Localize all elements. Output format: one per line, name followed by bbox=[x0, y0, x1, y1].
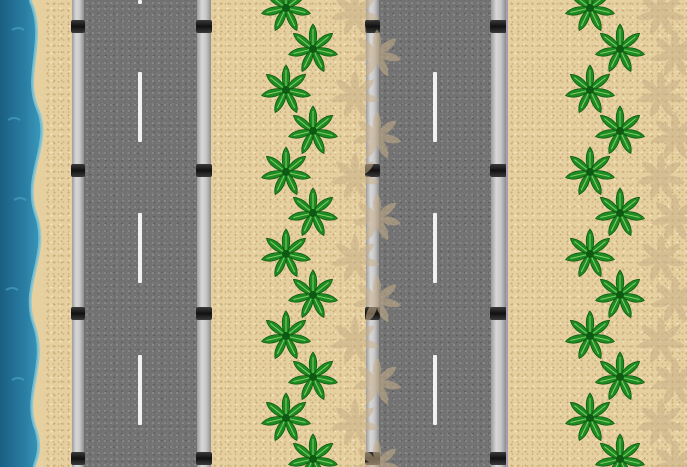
palm-tree-icon bbox=[565, 64, 615, 114]
palm-shadow-icon bbox=[330, 398, 380, 446]
palm-shadow-icon bbox=[650, 193, 687, 241]
palm-shadow-icon bbox=[352, 111, 402, 159]
curb-right-2 bbox=[490, 0, 507, 467]
palm-shadow-icon bbox=[352, 29, 402, 77]
palm-tree-icon bbox=[288, 351, 338, 401]
lane-dash bbox=[138, 0, 142, 4]
palm-shadow-icon bbox=[650, 439, 687, 467]
palm-tree-icon bbox=[261, 310, 311, 360]
palm-tree-icon bbox=[565, 228, 615, 278]
palm-shadow-icon bbox=[330, 234, 380, 282]
palm-tree-icon bbox=[288, 105, 338, 155]
palm-shadow-icon bbox=[636, 0, 686, 36]
lane-dash bbox=[433, 355, 437, 425]
palm-tree-icon bbox=[595, 23, 645, 73]
palm-shadow-icon bbox=[650, 29, 687, 77]
scene-edge bbox=[506, 0, 508, 467]
palm-shadow-icon bbox=[330, 0, 380, 36]
palm-tree-icon bbox=[288, 269, 338, 319]
palm-tree-icon bbox=[565, 0, 615, 32]
palm-tree-icon bbox=[288, 433, 338, 467]
palm-tree-icon bbox=[565, 146, 615, 196]
palm-tree-icon bbox=[565, 392, 615, 442]
palm-tree-icon bbox=[261, 0, 311, 32]
palm-shadow-icon bbox=[352, 193, 402, 241]
lane-dash bbox=[138, 72, 142, 142]
palm-tree-icon bbox=[565, 310, 615, 360]
palm-tree-icon bbox=[261, 392, 311, 442]
shoreline-foam bbox=[28, 0, 44, 467]
palm-shadow-icon bbox=[330, 70, 380, 118]
palm-shadow-icon bbox=[636, 70, 686, 118]
palm-tree-icon bbox=[595, 105, 645, 155]
palm-tree-icon bbox=[261, 64, 311, 114]
curb-right-1 bbox=[196, 0, 212, 467]
lane-dash bbox=[433, 213, 437, 283]
palm-tree-icon bbox=[595, 187, 645, 237]
palm-tree-icon bbox=[288, 187, 338, 237]
palm-tree-icon bbox=[595, 351, 645, 401]
palm-shadow-icon bbox=[636, 234, 686, 282]
lane-dash bbox=[433, 72, 437, 142]
palm-shadow-icon bbox=[636, 316, 686, 364]
palm-tree-icon bbox=[288, 23, 338, 73]
beach-sand bbox=[44, 0, 72, 467]
lane-dash bbox=[138, 355, 142, 425]
lane-dash bbox=[138, 213, 142, 283]
palm-shadow-icon bbox=[352, 357, 402, 405]
palm-shadow-icon bbox=[330, 316, 380, 364]
palm-shadow-icon bbox=[352, 275, 402, 323]
palm-tree-icon bbox=[595, 269, 645, 319]
palm-shadow-icon bbox=[650, 275, 687, 323]
palm-shadow-icon bbox=[636, 152, 686, 200]
palm-shadow-icon bbox=[650, 357, 687, 405]
palm-tree-icon bbox=[261, 228, 311, 278]
palm-shadow-icon bbox=[636, 398, 686, 446]
ocean-water bbox=[0, 0, 42, 467]
palm-shadow-icon bbox=[650, 111, 687, 159]
palm-shadow-icon bbox=[330, 152, 380, 200]
palm-tree-icon bbox=[261, 146, 311, 196]
palm-shadow-icon bbox=[352, 439, 402, 467]
palm-tree-icon bbox=[595, 433, 645, 467]
curb-left-1 bbox=[71, 0, 85, 467]
